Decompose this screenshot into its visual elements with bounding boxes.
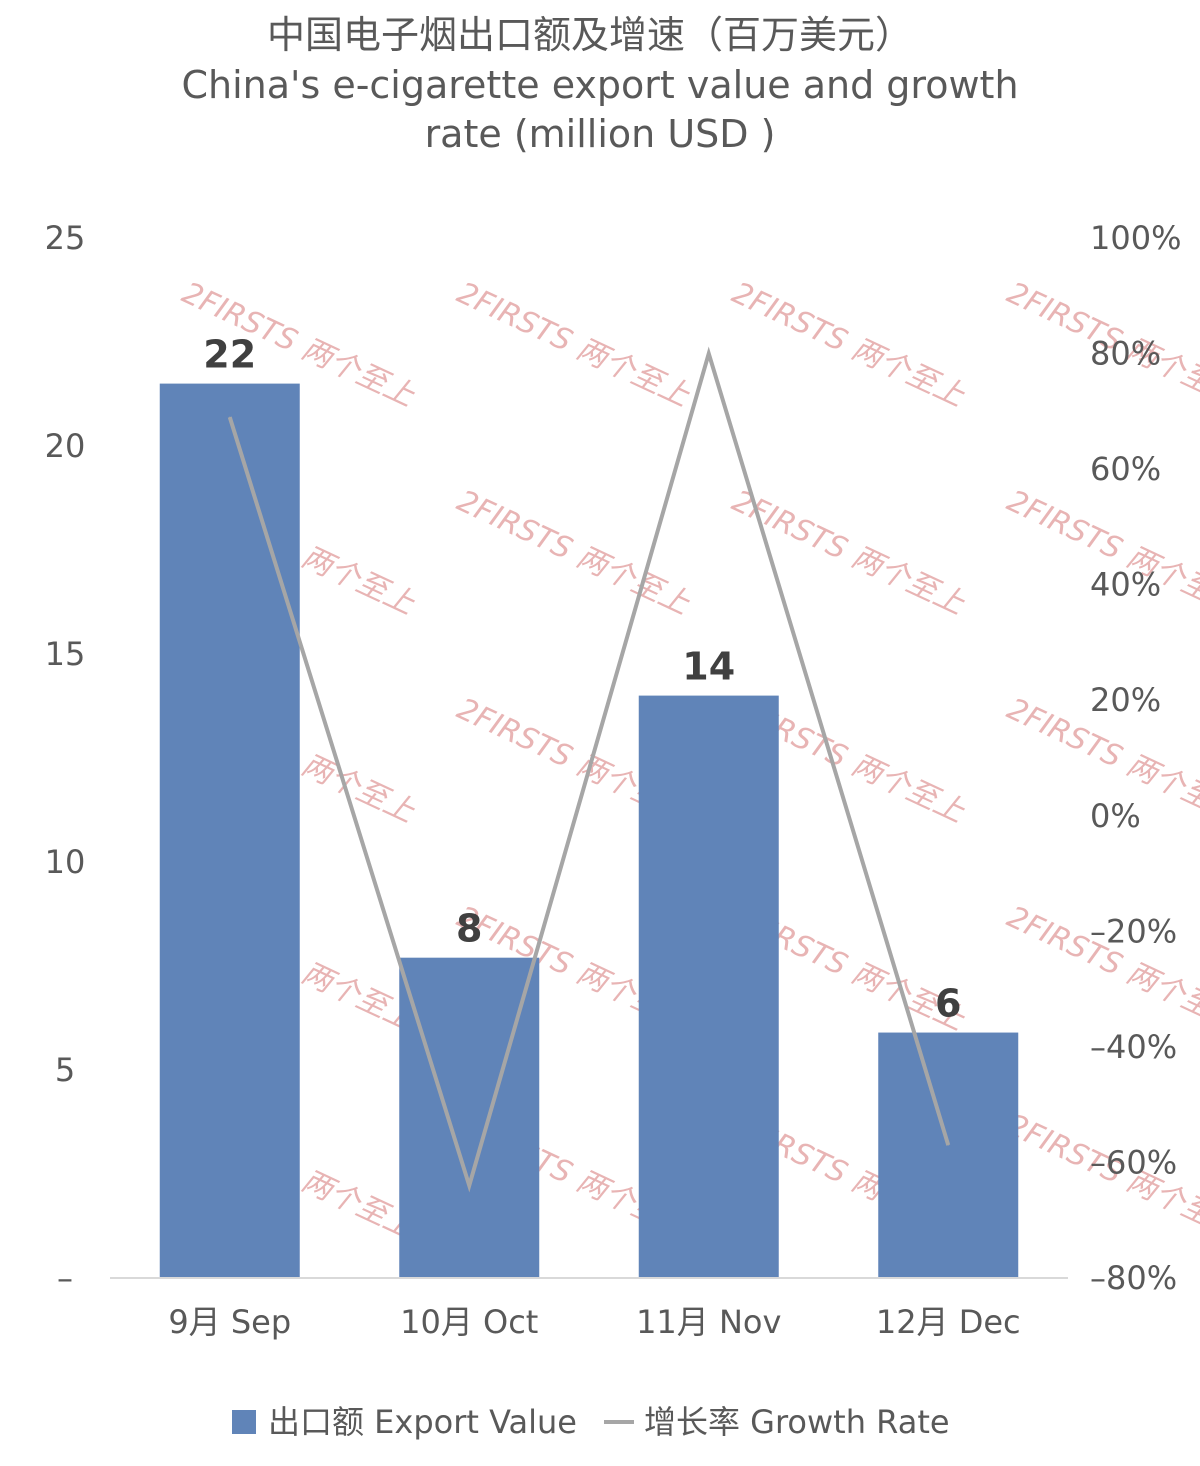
- legend-swatch-export-value: [232, 1410, 256, 1434]
- chart-title-line-1: 中国电子烟出口额及增速（百万美元）: [267, 13, 913, 57]
- x-tick-2: 11月 Nov: [636, 1303, 781, 1341]
- y-right-tick-20: 20%: [1090, 681, 1161, 719]
- watermark-1-2: 2FIRSTS 两个至上: [727, 484, 971, 623]
- bar-1: [399, 957, 540, 1278]
- y-axis-left: – 5 10 15 20 25: [45, 219, 86, 1297]
- y-right-tick--40: –40%: [1090, 1028, 1177, 1066]
- watermark-0-1: 2FIRSTS 两个至上: [452, 276, 696, 415]
- bar-value-label-3: 6: [935, 982, 961, 1026]
- legend: 出口额 Export Value 增长率 Growth Rate: [232, 1403, 950, 1441]
- x-tick-1: 10月 Oct: [400, 1303, 538, 1341]
- y-left-tick-0: –: [57, 1259, 73, 1297]
- data-labels: 22 8 14 6: [203, 333, 961, 1026]
- y-left-tick-5: 5: [55, 1051, 75, 1089]
- x-tick-3: 12月 Dec: [876, 1303, 1021, 1341]
- legend-label-growth-rate: 增长率 Growth Rate: [644, 1403, 950, 1441]
- growth-point-1: [468, 1185, 470, 1187]
- y-right-tick-60: 60%: [1090, 450, 1161, 488]
- growth-line: [227, 346, 951, 1193]
- x-axis: 9月 Sep 10月 Oct 11月 Nov 12月 Dec: [168, 1303, 1020, 1341]
- y-left-tick-10: 10: [45, 843, 86, 881]
- growth-point-3: [947, 1144, 949, 1146]
- y-right-tick-40: 40%: [1090, 566, 1161, 604]
- bar-3: [878, 1032, 1019, 1278]
- watermark-0-2: 2FIRSTS 两个至上: [727, 276, 971, 415]
- y-left-tick-20: 20: [45, 427, 86, 465]
- y-right-tick--80: –80%: [1090, 1259, 1177, 1297]
- growth-line-series: [227, 346, 951, 1193]
- chart-title-line-2: China's e-cigarette export value and gro…: [181, 63, 1018, 107]
- bar-value-label-2: 14: [682, 645, 735, 689]
- bar-series: [159, 383, 1019, 1279]
- y-left-tick-15: 15: [45, 635, 86, 673]
- growth-point-2: [708, 353, 710, 355]
- bar-value-label-0: 22: [203, 333, 256, 377]
- legend-label-export-value: 出口额 Export Value: [268, 1403, 577, 1441]
- y-right-tick-0: 0%: [1090, 797, 1141, 835]
- chart-title-line-3: rate (million USD ): [425, 112, 776, 156]
- y-right-tick-100: 100%: [1090, 219, 1181, 257]
- bar-value-label-1: 8: [456, 907, 482, 951]
- y-axis-right: –80% –60% –40% –20% 0% 20% 40% 60% 80% 100%: [1090, 219, 1181, 1297]
- bar-0: [159, 383, 300, 1279]
- y-right-tick--20: –20%: [1090, 912, 1177, 950]
- watermark-1-1: 2FIRSTS 两个至上: [452, 484, 696, 623]
- bar-2: [638, 695, 779, 1278]
- x-tick-0: 9月 Sep: [168, 1303, 291, 1341]
- y-left-tick-25: 25: [45, 219, 86, 257]
- y-right-tick--60: –60%: [1090, 1143, 1177, 1181]
- y-right-tick-80: 80%: [1090, 335, 1161, 373]
- growth-point-0: [229, 416, 231, 418]
